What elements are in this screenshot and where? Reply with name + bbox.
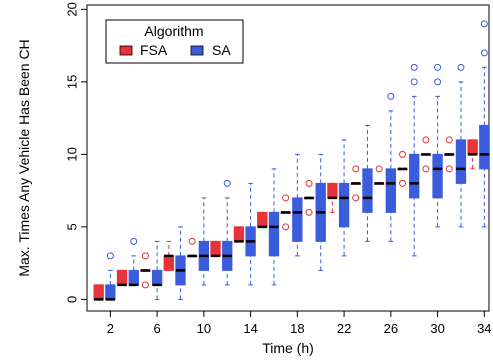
x-tick-label: 6 bbox=[153, 321, 160, 336]
y-axis-label: Max. Times Any Vehicle Has Been CH bbox=[16, 39, 32, 276]
fsa-outlier bbox=[445, 165, 453, 173]
fsa-outlier bbox=[375, 165, 383, 173]
x-tick-label: 22 bbox=[337, 321, 351, 336]
sa-box bbox=[385, 168, 397, 213]
sa-outlier bbox=[434, 63, 442, 71]
x-tick-label: 26 bbox=[384, 321, 398, 336]
sa-box bbox=[105, 284, 116, 300]
sa-box bbox=[268, 211, 280, 257]
sa-box bbox=[151, 269, 163, 286]
fsa-outlier bbox=[352, 165, 360, 173]
x-tick-label: 34 bbox=[477, 321, 491, 336]
sa-outlier bbox=[223, 179, 231, 187]
x-tick-label: 30 bbox=[430, 321, 444, 336]
sa-box bbox=[128, 269, 139, 286]
fsa-outlier bbox=[399, 179, 407, 187]
x-tick-label: 14 bbox=[243, 321, 257, 336]
fsa-outlier bbox=[422, 136, 430, 144]
y-tick-label: 15 bbox=[64, 75, 79, 89]
legend-label-fsa: FSA bbox=[140, 42, 168, 58]
sa-box bbox=[292, 197, 303, 242]
fsa-outlier bbox=[141, 252, 149, 260]
sa-outlier bbox=[480, 20, 488, 28]
legend-box bbox=[105, 19, 244, 64]
sa-outlier bbox=[410, 63, 418, 71]
fsa-outlier bbox=[188, 237, 196, 245]
fsa-box bbox=[163, 255, 174, 271]
fsa-outlier bbox=[141, 281, 149, 289]
sa-outlier bbox=[410, 78, 418, 86]
sa-outlier bbox=[434, 78, 442, 86]
fsa-outlier bbox=[352, 194, 360, 202]
legend-swatch-sa bbox=[190, 45, 204, 56]
legend: Algorithm FSA SA bbox=[105, 19, 244, 64]
y-tick-label: 5 bbox=[64, 223, 79, 230]
fsa-outlier bbox=[445, 136, 453, 144]
fsa-box bbox=[233, 226, 245, 242]
y-tick-label: 0 bbox=[64, 296, 79, 303]
fsa-outlier bbox=[305, 208, 313, 216]
sa-box bbox=[409, 153, 420, 199]
legend-label-sa: SA bbox=[212, 42, 231, 58]
fsa-outlier bbox=[422, 165, 430, 173]
sa-box bbox=[432, 153, 443, 199]
sa-outlier bbox=[480, 49, 488, 57]
sa-box bbox=[338, 182, 350, 228]
fsa-outlier bbox=[282, 223, 290, 231]
sa-box bbox=[479, 124, 489, 170]
sa-box bbox=[455, 139, 467, 184]
fsa-box bbox=[467, 139, 478, 155]
y-tick-label: 10 bbox=[64, 147, 79, 161]
legend-swatch-fsa bbox=[119, 45, 133, 56]
sa-outlier bbox=[130, 237, 138, 245]
fsa-box bbox=[116, 269, 128, 286]
legend-title: Algorithm bbox=[144, 23, 203, 39]
boxes-group bbox=[93, 20, 489, 301]
fsa-outlier bbox=[305, 179, 313, 187]
y-tick-label: 20 bbox=[64, 2, 79, 16]
fsa-box bbox=[257, 211, 268, 228]
sa-box bbox=[362, 168, 373, 213]
fsa-box bbox=[210, 240, 221, 257]
x-tick-label: 10 bbox=[197, 321, 211, 336]
x-axis-label: Time (h) bbox=[262, 340, 314, 356]
sa-outlier bbox=[457, 63, 465, 71]
fsa-box bbox=[93, 284, 104, 300]
fsa-outlier bbox=[282, 194, 290, 202]
x-tick-label: 18 bbox=[290, 321, 304, 336]
x-tick-label: 2 bbox=[107, 321, 114, 336]
sa-outlier bbox=[387, 92, 395, 100]
fsa-box bbox=[327, 182, 338, 199]
fsa-outlier bbox=[399, 150, 407, 158]
sa-outlier bbox=[106, 252, 114, 260]
